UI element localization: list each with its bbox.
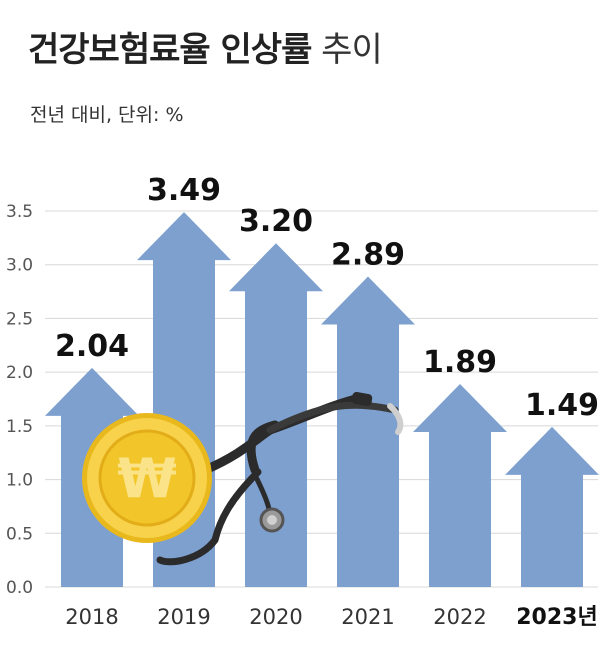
value-label: 3.20 bbox=[239, 204, 313, 239]
value-labels: 2.04 3.49 3.20 2.89 1.89 1.49 bbox=[55, 173, 599, 423]
title-suffix: 추이 bbox=[321, 30, 383, 70]
y-tick-label: 0.0 bbox=[6, 578, 33, 598]
x-tick-label: 2019 bbox=[157, 605, 210, 629]
value-label: 2.89 bbox=[331, 238, 405, 273]
y-tick-label: 2.5 bbox=[6, 309, 33, 329]
y-tick-label: 3.5 bbox=[6, 202, 33, 222]
y-tick-label: 2.0 bbox=[6, 363, 33, 383]
y-axis-ticks: 0.0 0.5 1.0 1.5 2.0 2.5 3.0 3.5 bbox=[6, 202, 33, 598]
illustration: ₩ bbox=[82, 391, 404, 566]
bar-2022 bbox=[413, 383, 507, 587]
bar-2021 bbox=[321, 276, 415, 587]
y-tick-label: 3.0 bbox=[6, 256, 33, 276]
bar-2020 bbox=[229, 243, 323, 587]
bar-2023년 bbox=[505, 426, 599, 587]
x-tick-label: 2023년 bbox=[516, 605, 597, 630]
value-label: 2.04 bbox=[55, 329, 129, 364]
y-tick-label: 1.0 bbox=[6, 471, 33, 491]
y-tick-label: 0.5 bbox=[6, 524, 33, 544]
value-label: 3.49 bbox=[147, 173, 221, 208]
value-label: 1.49 bbox=[525, 388, 599, 423]
x-tick-label: 2021 bbox=[341, 605, 394, 629]
won-coin-icon: ₩ bbox=[82, 413, 212, 543]
value-label: 1.89 bbox=[423, 345, 497, 380]
chart-subtitle: 전년 대비, 단위: % bbox=[30, 104, 184, 126]
x-tick-label: 2022 bbox=[433, 605, 486, 629]
title-main: 건강보험료율 인상률 bbox=[28, 30, 312, 70]
chart-title: 건강보험료율 인상률 추이 bbox=[28, 22, 383, 71]
x-tick-label: 2018 bbox=[65, 605, 118, 629]
svg-text:₩: ₩ bbox=[117, 447, 177, 510]
x-tick-label: 2020 bbox=[249, 605, 302, 629]
y-tick-label: 1.5 bbox=[6, 417, 33, 437]
stethoscope-icon bbox=[156, 391, 404, 566]
x-axis-ticks: 2018 2019 2020 2021 2022 2023년 bbox=[65, 605, 597, 630]
